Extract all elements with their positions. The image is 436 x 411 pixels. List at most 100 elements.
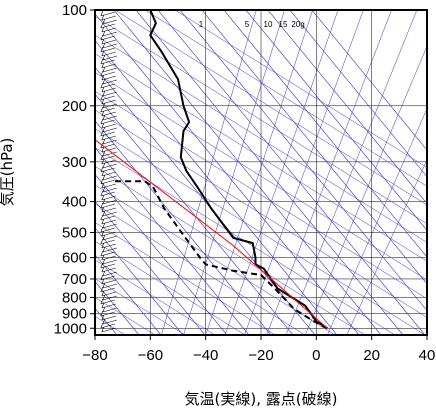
wind-barb-flag xyxy=(101,218,105,225)
y-tick-label: 200 xyxy=(62,98,87,115)
wind-barb-flag xyxy=(102,270,106,277)
adiabat-line xyxy=(95,200,206,335)
wind-barb xyxy=(101,123,116,129)
wind-barb-flag xyxy=(102,162,106,169)
wind-barb xyxy=(102,115,117,121)
wind-barb xyxy=(100,179,115,185)
wind-barb xyxy=(102,259,117,265)
wind-barb-flag xyxy=(102,126,106,133)
wind-barb xyxy=(100,263,115,269)
wind-barb-flag xyxy=(101,158,105,165)
y-tick-label: 900 xyxy=(62,306,87,323)
temperature-line xyxy=(149,10,328,330)
wind-barb xyxy=(102,55,117,61)
adiabat-line xyxy=(95,222,276,335)
wind-barb xyxy=(101,303,116,309)
wind-barb-flag xyxy=(101,182,105,189)
wind-barb xyxy=(100,227,115,233)
adiabat-line xyxy=(95,165,366,335)
wind-barb xyxy=(101,291,116,297)
wind-barb xyxy=(102,247,117,253)
adiabat-line xyxy=(95,147,250,335)
mixing-ratio-line xyxy=(244,10,364,335)
adiabat-line xyxy=(174,10,427,168)
wind-barb-flag xyxy=(101,74,105,81)
wind-barb-flag xyxy=(102,246,106,253)
adiabat-line xyxy=(311,10,427,151)
wind-barb-flag xyxy=(101,14,105,21)
adiabat-line xyxy=(95,53,427,262)
wind-barb-flag xyxy=(102,66,106,73)
wind-barb xyxy=(102,187,117,193)
wind-barb xyxy=(100,95,115,101)
wind-barb-flag xyxy=(101,146,105,153)
adiabat-line xyxy=(95,109,427,318)
wind-barb-flag xyxy=(100,58,104,65)
x-axis-ticks: −80 −60 −40 −20 0 20 40 xyxy=(82,335,435,364)
wind-barb xyxy=(101,315,116,321)
wind-barb-flag xyxy=(100,250,104,257)
wind-barb-flag xyxy=(101,134,105,141)
mixing-ratio-line xyxy=(183,10,285,335)
wind-barb xyxy=(101,63,116,69)
wind-barb-flag xyxy=(100,130,104,137)
mixing-ratio-line xyxy=(266,10,392,335)
wind-barb-flag xyxy=(101,50,105,57)
wind-barb-flag xyxy=(100,214,104,221)
y-axis-title: 気圧(hPa) xyxy=(0,138,16,207)
wind-barb xyxy=(102,31,117,37)
wind-barb xyxy=(100,155,115,161)
mixing-ratio-label: 1 xyxy=(199,20,204,29)
x-tick-label: −20 xyxy=(248,347,273,364)
wind-barb-flag xyxy=(100,286,104,293)
adiabat-line xyxy=(95,240,246,335)
wind-barb-flag xyxy=(100,118,104,125)
mixing-ratio-line xyxy=(205,10,313,335)
wind-barb-flag xyxy=(102,150,106,157)
wind-barb-flag xyxy=(101,326,105,333)
wind-barb xyxy=(101,243,116,249)
wind-barb-flag xyxy=(100,94,104,101)
wind-barb xyxy=(100,119,115,125)
wind-barb-flag xyxy=(100,238,104,245)
wind-barb xyxy=(100,203,115,209)
wind-barb-flag xyxy=(100,190,104,197)
wind-barb-flag xyxy=(101,302,105,309)
wind-barb-flag xyxy=(100,106,104,113)
wind-barb xyxy=(100,167,115,173)
dewpoint-line xyxy=(111,180,328,330)
wind-barb xyxy=(100,59,115,65)
adiabat-line xyxy=(95,307,118,335)
adiabat-line xyxy=(95,184,336,335)
wind-barb-flag xyxy=(100,310,104,317)
wind-barb xyxy=(101,171,116,177)
wind-barb xyxy=(101,39,116,45)
wind-barb xyxy=(101,195,116,201)
wind-barb xyxy=(102,103,117,109)
wind-barb xyxy=(100,287,115,293)
wind-barb xyxy=(102,235,117,241)
y-tick-label: 300 xyxy=(62,154,87,171)
x-tick-label: −60 xyxy=(138,347,163,364)
wind-barb xyxy=(100,311,115,317)
adiabat-line xyxy=(289,10,427,178)
wind-barb-flag xyxy=(102,54,106,61)
adiabat-line xyxy=(157,10,426,335)
wind-barb xyxy=(100,131,115,137)
wind-barb-flag xyxy=(101,170,105,177)
wind-barb-flag xyxy=(100,70,104,77)
wind-barb-flag xyxy=(100,322,104,329)
wind-barb-flag xyxy=(102,138,106,145)
adiabat-line xyxy=(201,10,427,285)
adiabat-line xyxy=(95,203,306,335)
wind-barb xyxy=(100,299,115,305)
adiabat-line xyxy=(95,93,294,335)
y-tick-label: 400 xyxy=(62,194,87,211)
wind-barb-flag xyxy=(101,98,105,105)
wind-barb-flag xyxy=(102,210,106,217)
x-tick-label: 0 xyxy=(312,347,320,364)
adiabat-line xyxy=(95,227,184,335)
mixing-ratio-line xyxy=(224,10,339,335)
